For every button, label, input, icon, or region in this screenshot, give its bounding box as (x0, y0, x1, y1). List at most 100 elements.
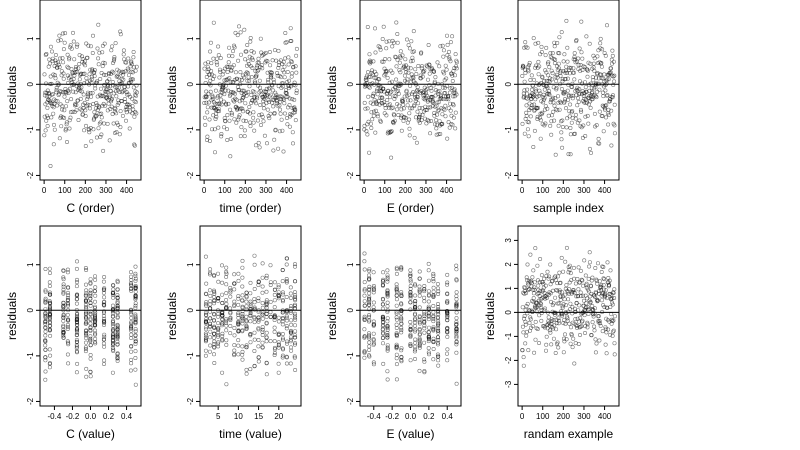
data-point (277, 129, 282, 134)
data-point (270, 58, 275, 63)
data-point (528, 114, 533, 119)
data-point (111, 341, 116, 346)
data-point (399, 107, 404, 112)
data-point (102, 361, 107, 366)
y-axis-label: residuals (483, 292, 497, 340)
data-point (445, 329, 450, 334)
data-point (48, 292, 53, 297)
data-point (93, 114, 98, 119)
data-point (97, 112, 102, 117)
data-point (590, 90, 595, 95)
data-point (399, 265, 404, 270)
data-point (612, 102, 617, 107)
data-point (74, 301, 79, 306)
data-point (408, 290, 413, 295)
data-point (594, 297, 599, 302)
data-point (454, 290, 459, 295)
data-point (390, 70, 395, 75)
data-point (424, 96, 429, 101)
data-point (220, 83, 225, 88)
data-point (419, 50, 424, 55)
data-point (129, 283, 134, 288)
data-point (292, 302, 297, 307)
data-point (528, 315, 533, 320)
data-point (255, 69, 260, 74)
data-point (556, 61, 561, 66)
data-point (591, 61, 596, 66)
data-point (203, 348, 208, 353)
data-point (454, 60, 459, 65)
x-tick-label: 0 (520, 186, 525, 195)
data-point (592, 328, 597, 333)
data-point (373, 50, 378, 55)
data-point (288, 345, 293, 350)
data-point (606, 107, 611, 112)
data-point (226, 53, 231, 58)
data-point (252, 90, 257, 95)
data-point (111, 323, 116, 328)
data-point (213, 117, 218, 122)
data-point (231, 63, 236, 68)
data-point (111, 287, 116, 292)
data-point (585, 74, 590, 79)
data-point (394, 297, 399, 302)
data-point (88, 356, 93, 361)
y-axis-label: residuals (165, 292, 179, 340)
data-point (208, 316, 213, 321)
data-point (608, 332, 613, 337)
data-point (61, 76, 66, 81)
data-point (228, 92, 233, 97)
data-point (260, 340, 265, 345)
data-point (65, 312, 70, 317)
data-point (204, 100, 209, 105)
data-point (272, 345, 277, 350)
data-point (603, 342, 608, 347)
data-point (435, 60, 440, 65)
data-point (592, 93, 597, 98)
data-point (245, 78, 250, 83)
data-point (47, 266, 52, 271)
data-point (129, 320, 134, 325)
data-point (276, 48, 281, 53)
data-point (413, 99, 418, 104)
data-point (395, 31, 400, 36)
data-point (129, 332, 134, 337)
data-point (289, 74, 294, 79)
data-point (414, 72, 419, 77)
data-point (594, 341, 599, 346)
data-point (49, 115, 54, 120)
data-point (408, 268, 413, 273)
data-point (293, 107, 298, 112)
data-point (224, 382, 229, 387)
data-point (86, 90, 91, 95)
data-point (64, 122, 69, 127)
data-point (526, 307, 531, 312)
data-point (406, 43, 411, 48)
data-point (114, 111, 119, 116)
data-point (113, 89, 118, 94)
data-point (68, 115, 73, 120)
data-point (224, 306, 229, 311)
data-point (242, 27, 247, 32)
data-point (77, 77, 82, 82)
data-point (522, 88, 527, 93)
data-point (570, 81, 575, 86)
data-point (559, 255, 564, 260)
data-point (278, 99, 283, 104)
data-point (412, 344, 417, 349)
data-point (272, 352, 277, 357)
data-point (133, 321, 138, 326)
data-point (101, 60, 106, 65)
data-point (385, 268, 390, 273)
data-point (293, 317, 298, 322)
data-point (367, 297, 372, 302)
data-point (572, 131, 577, 136)
data-point (576, 56, 581, 61)
data-point (208, 272, 213, 277)
data-point (288, 291, 293, 296)
data-point (546, 60, 551, 65)
data-point (204, 75, 209, 80)
data-point (534, 309, 539, 314)
points-group (362, 251, 459, 386)
data-point (276, 315, 281, 320)
